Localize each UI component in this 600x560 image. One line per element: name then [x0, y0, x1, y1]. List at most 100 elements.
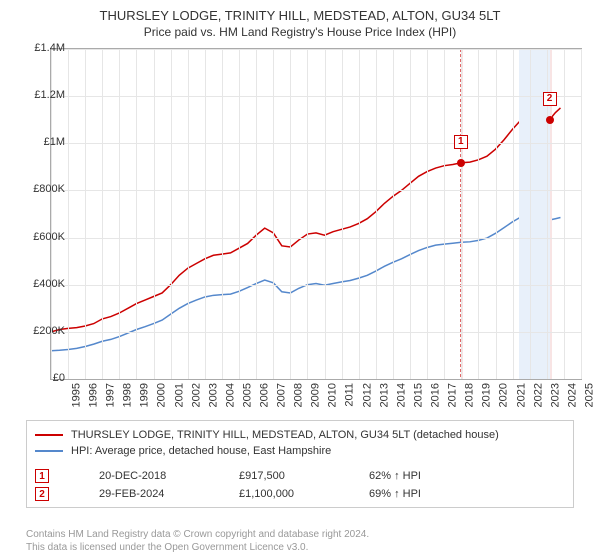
- gridline-vertical: [376, 49, 377, 379]
- legend-label: THURSLEY LODGE, TRINITY HILL, MEDSTEAD, …: [71, 429, 499, 441]
- gridline-vertical: [205, 49, 206, 379]
- x-axis-tick-label: 2016: [430, 383, 442, 407]
- x-axis-tick-label: 2009: [310, 383, 322, 407]
- sale-record: 229-FEB-2024£1,100,00069% ↑ HPI: [35, 483, 565, 501]
- gridline-vertical: [461, 49, 462, 379]
- y-axis-tick-label: £600K: [33, 231, 65, 243]
- gridline-vertical: [307, 49, 308, 379]
- sale-record: 1 20-DEC-2018 £917,500 62% ↑ HPI: [35, 465, 565, 483]
- legend-series-list: THURSLEY LODGE, TRINITY HILL, MEDSTEAD, …: [35, 427, 565, 459]
- y-axis-tick-label: £200K: [33, 325, 65, 337]
- gridline-horizontal: [51, 190, 581, 191]
- footer-attribution: Contains HM Land Registry data © Crown c…: [26, 528, 369, 554]
- x-axis-tick-label: 2005: [241, 383, 253, 407]
- gridline-vertical: [496, 49, 497, 379]
- x-axis-tick-label: 1997: [105, 383, 117, 407]
- sale-date: 29-FEB-2024: [99, 488, 199, 500]
- gridline-vertical: [393, 49, 394, 379]
- x-axis-tick-label: 2008: [293, 383, 305, 407]
- x-axis-tick-label: 2014: [395, 383, 407, 407]
- sale-price: £917,500: [239, 470, 329, 482]
- x-axis-tick-label: 2015: [412, 383, 424, 407]
- x-axis-tick-label: 1999: [139, 383, 151, 407]
- legend-item: THURSLEY LODGE, TRINITY HILL, MEDSTEAD, …: [35, 427, 565, 443]
- x-axis-tick-label: 2025: [583, 383, 595, 407]
- x-axis-tick-label: 1996: [88, 383, 100, 407]
- x-axis-tick-label: 2004: [224, 383, 236, 407]
- gridline-vertical: [256, 49, 257, 379]
- gridline-vertical: [85, 49, 86, 379]
- gridline-vertical: [154, 49, 155, 379]
- gridline-vertical: [188, 49, 189, 379]
- sale-date: 20-DEC-2018: [99, 470, 199, 482]
- chart-subtitle: Price paid vs. HM Land Registry's House …: [0, 25, 600, 43]
- y-axis-tick-label: £1.4M: [34, 42, 65, 54]
- x-axis-tick-label: 1998: [122, 383, 134, 407]
- x-axis-tick-label: 2019: [481, 383, 493, 407]
- plot-area: 12: [50, 48, 582, 380]
- x-axis-tick-label: 2011: [343, 383, 355, 407]
- x-axis-tick-label: 2023: [549, 383, 561, 407]
- gridline-vertical: [530, 49, 531, 379]
- gridline-vertical: [171, 49, 172, 379]
- gridline-horizontal: [51, 49, 581, 50]
- sale-marker-box: 1: [35, 469, 49, 483]
- x-axis-tick-label: 2010: [327, 383, 339, 407]
- x-axis-tick-label: 2017: [447, 383, 459, 407]
- sale-pct: 62% ↑ HPI: [369, 470, 421, 482]
- sale-marker-box: 1: [454, 135, 468, 149]
- x-axis-tick-label: 2003: [207, 383, 219, 407]
- gridline-horizontal: [51, 285, 581, 286]
- y-axis-tick-label: £400K: [33, 278, 65, 290]
- x-axis-tick-label: 2000: [156, 383, 168, 407]
- gridline-vertical: [410, 49, 411, 379]
- x-axis-tick-label: 2007: [276, 383, 288, 407]
- gridline-vertical: [444, 49, 445, 379]
- gridline-vertical: [478, 49, 479, 379]
- legend-swatch: [35, 434, 63, 436]
- line-series-svg: [51, 49, 581, 379]
- footer-line2: This data is licensed under the Open Gov…: [26, 541, 369, 554]
- sale-price: £1,100,000: [239, 488, 329, 500]
- legend-label: HPI: Average price, detached house, East…: [71, 445, 331, 457]
- sale-pct: 69% ↑ HPI: [369, 488, 421, 500]
- gridline-horizontal: [51, 332, 581, 333]
- gridline-vertical: [273, 49, 274, 379]
- gridline-vertical: [290, 49, 291, 379]
- y-axis-tick-label: £800K: [33, 183, 65, 195]
- x-axis-tick-label: 1995: [70, 383, 82, 407]
- chart-title: THURSLEY LODGE, TRINITY HILL, MEDSTEAD, …: [0, 0, 600, 25]
- chart-container: THURSLEY LODGE, TRINITY HILL, MEDSTEAD, …: [0, 0, 600, 560]
- x-axis-tick-label: 2012: [361, 383, 373, 407]
- x-axis-tick-label: 2006: [259, 383, 271, 407]
- gridline-horizontal: [51, 96, 581, 97]
- gridline-vertical: [102, 49, 103, 379]
- gridline-vertical: [427, 49, 428, 379]
- gridline-vertical: [564, 49, 565, 379]
- gridline-vertical: [136, 49, 137, 379]
- y-axis-tick-label: £1M: [44, 136, 65, 148]
- legend-box: THURSLEY LODGE, TRINITY HILL, MEDSTEAD, …: [26, 420, 574, 508]
- x-axis-tick-label: 2013: [378, 383, 390, 407]
- gridline-vertical: [581, 49, 582, 379]
- sale-marker-box: 2: [543, 92, 557, 106]
- y-axis-tick-label: £0: [53, 372, 65, 384]
- gridline-vertical: [119, 49, 120, 379]
- x-axis-tick-label: 2021: [515, 383, 527, 407]
- x-axis-tick-label: 2002: [190, 383, 202, 407]
- gridline-vertical: [513, 49, 514, 379]
- gridline-vertical: [342, 49, 343, 379]
- x-axis-tick-label: 2024: [566, 383, 578, 407]
- gridline-vertical: [222, 49, 223, 379]
- x-axis-tick-label: 2020: [498, 383, 510, 407]
- x-axis-tick-label: 2022: [532, 383, 544, 407]
- legend-sales-list: 120-DEC-2018£917,50062% ↑ HPI229-FEB-202…: [35, 465, 565, 501]
- footer-line1: Contains HM Land Registry data © Crown c…: [26, 528, 369, 541]
- x-axis-tick-label: 2001: [173, 383, 185, 407]
- sale-dot: [546, 116, 554, 124]
- gridline-vertical: [239, 49, 240, 379]
- x-axis-tick-label: 2018: [464, 383, 476, 407]
- gridline-vertical: [68, 49, 69, 379]
- gridline-horizontal: [51, 238, 581, 239]
- series-price_paid: [51, 108, 560, 332]
